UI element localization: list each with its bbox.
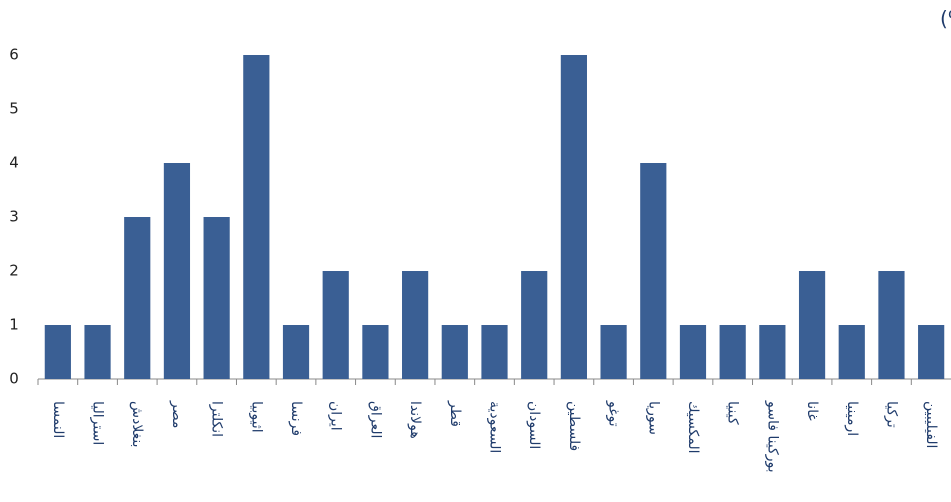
x-tick-label: فرنسا — [288, 401, 304, 436]
x-tick-label: غانا — [804, 401, 820, 421]
bar — [838, 325, 865, 379]
bar — [759, 325, 786, 379]
bar — [441, 325, 468, 379]
bar — [282, 325, 310, 379]
x-tick-label: بنغلادش — [129, 401, 145, 448]
x-tick-label: تركيا — [883, 401, 899, 428]
bar — [402, 271, 429, 379]
chart-title: اللبنانيون 689 حالة من اصل 737 (94%) — [940, 7, 951, 31]
bar — [798, 271, 826, 379]
y-tick-label: 6 — [9, 46, 19, 64]
x-tick-label: السودان — [526, 401, 542, 449]
bar — [521, 271, 548, 379]
x-tick-label: استراليا — [90, 401, 106, 445]
x-tick-label: اثيوبيا — [248, 401, 264, 433]
bar — [203, 217, 230, 379]
bar — [124, 217, 151, 379]
bar — [679, 325, 707, 379]
x-tick-label: قطر — [447, 400, 463, 427]
x-tick-label: كينيا — [725, 401, 741, 425]
x-tick-label: مصر — [169, 400, 185, 428]
x-tick-label: سوريا — [645, 401, 661, 435]
y-tick-label: 3 — [9, 208, 19, 226]
y-tick-label: 1 — [9, 316, 19, 334]
bar — [640, 163, 667, 379]
bar — [243, 55, 270, 379]
bar — [481, 325, 508, 379]
bar — [600, 325, 627, 379]
x-tick-label: ارمينيا — [844, 401, 860, 436]
bar — [163, 163, 191, 379]
bar — [878, 271, 905, 379]
bar — [362, 325, 389, 379]
x-tick-label: ايران — [328, 401, 344, 431]
bar — [44, 325, 71, 379]
y-tick-label: 2 — [9, 262, 19, 280]
bar — [84, 325, 111, 379]
y-tick-label: 5 — [9, 100, 19, 118]
x-tick-label: النمسا — [50, 401, 66, 438]
bar — [322, 271, 349, 379]
x-tick-label: فلسطين — [566, 401, 582, 451]
x-tick-label: بوركينا فاسو — [764, 400, 780, 473]
x-tick-label: المكسيك — [685, 401, 701, 454]
x-tick-label: السعودية — [487, 401, 503, 453]
bar — [719, 325, 746, 379]
y-tick-label: 4 — [9, 154, 19, 172]
x-tick-label: انكلترا — [209, 401, 225, 437]
x-tick-label: توغو — [606, 400, 622, 427]
x-tick-label: الفيليبين — [923, 401, 939, 448]
x-tick-label: العراق — [367, 401, 383, 438]
bar — [918, 325, 945, 379]
x-tick-label: هولاندا — [407, 401, 423, 439]
bar — [560, 55, 587, 379]
y-tick-label: 0 — [9, 370, 19, 388]
